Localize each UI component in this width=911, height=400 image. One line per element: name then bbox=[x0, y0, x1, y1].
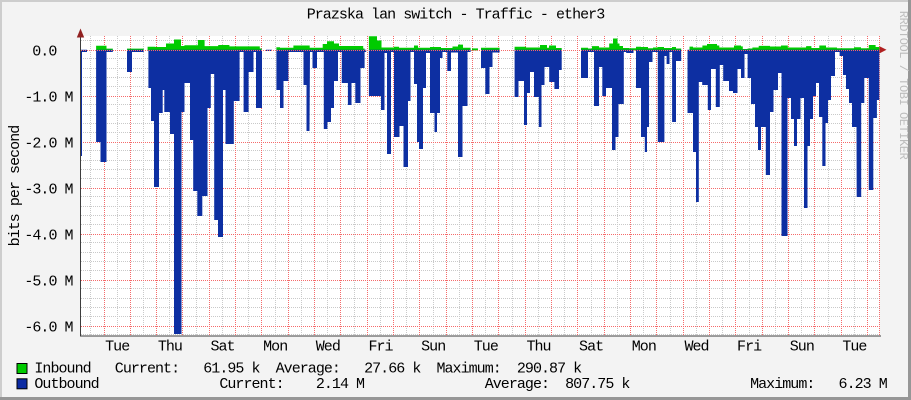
svg-text:Thu: Thu bbox=[158, 339, 182, 356]
svg-text:Fri: Fri bbox=[368, 339, 393, 356]
svg-text:-5.0 M: -5.0 M bbox=[24, 274, 73, 291]
svg-text:Mon: Mon bbox=[632, 339, 656, 356]
svg-text:-4.0 M: -4.0 M bbox=[24, 228, 73, 245]
svg-text:bits per second: bits per second bbox=[7, 126, 24, 247]
svg-text:Prazska lan switch - Traffic -: Prazska lan switch - Traffic - ether3 bbox=[307, 7, 605, 24]
svg-text:Sun: Sun bbox=[421, 339, 445, 356]
svg-text:Tue: Tue bbox=[105, 339, 130, 356]
svg-text:Thu: Thu bbox=[526, 339, 550, 356]
svg-text:Inbound Current: 61.95 k: Inbound Current: 61.95 k Average: 27.66 … bbox=[34, 361, 582, 378]
svg-text:Outbound Current: Outbound Current: 2.14 M Average: 807.75… bbox=[34, 376, 887, 393]
svg-text:Mon: Mon bbox=[263, 339, 287, 356]
svg-text:-3.0 M: -3.0 M bbox=[24, 182, 73, 199]
svg-text:Tue: Tue bbox=[842, 339, 867, 356]
svg-text:0.0: 0.0 bbox=[32, 44, 57, 61]
svg-text:Sat: Sat bbox=[210, 339, 234, 356]
svg-text:Sun: Sun bbox=[790, 339, 814, 356]
svg-text:-6.0 M: -6.0 M bbox=[24, 320, 73, 337]
svg-text:Tue: Tue bbox=[474, 339, 499, 356]
svg-text:RRDTOOL / TOBI OETIKER: RRDTOOL / TOBI OETIKER bbox=[896, 11, 910, 160]
svg-text:Wed: Wed bbox=[316, 339, 340, 356]
svg-text:-2.0 M: -2.0 M bbox=[24, 136, 73, 153]
svg-text:-1.0 M: -1.0 M bbox=[24, 90, 73, 107]
svg-text:Fri: Fri bbox=[737, 339, 762, 356]
svg-text:Wed: Wed bbox=[684, 339, 708, 356]
svg-text:Sat: Sat bbox=[579, 339, 603, 356]
